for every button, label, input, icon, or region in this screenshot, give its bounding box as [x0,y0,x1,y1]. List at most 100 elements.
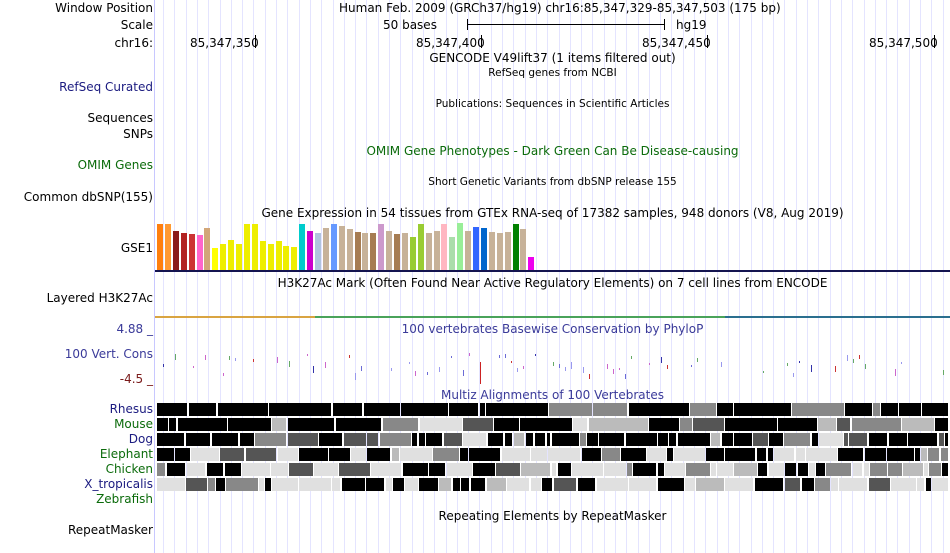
conservation-mark [799,361,800,363]
grid-line [875,0,876,553]
alignment-block [604,463,626,476]
gtex-tissue-bar[interactable] [434,231,440,270]
gtex-tissue-bar[interactable] [378,224,384,270]
gtex-tissue-bar[interactable] [236,244,242,270]
gtex-tissue-bar[interactable] [283,246,289,270]
alignment-block [597,478,628,491]
gtex-tissue-bar[interactable] [339,226,345,270]
conservation-mark [565,367,566,371]
gtex-tissue-bar[interactable] [505,232,511,270]
gtex-tissue-bar[interactable] [457,223,463,270]
gtex-tissue-bar[interactable] [362,233,368,270]
alignment-block [696,478,724,491]
multiz-species-label[interactable]: Mouse [114,417,153,431]
sequences-track-label[interactable]: Sequences [87,111,153,125]
conservation-mark [535,354,536,356]
gtex-tissue-bar[interactable] [473,227,479,270]
omim-track-title[interactable]: OMIM Gene Phenotypes - Dark Green Can Be… [366,144,739,158]
gtex-tissue-bar[interactable] [157,224,163,270]
gtex-tissue-bar[interactable] [189,234,195,270]
gtex-tissue-bar[interactable] [402,233,408,270]
gtex-tissue-bar[interactable] [441,224,447,270]
conservation-mark [697,358,698,362]
gtex-tissue-bar[interactable] [212,248,218,270]
gtex-tissue-bar[interactable] [244,224,250,270]
gtex-tissue-bar[interactable] [220,244,226,270]
snps-track-label[interactable]: SNPs [123,127,153,141]
gtex-tissue-bar[interactable] [418,224,424,270]
multiz-species-label[interactable]: Dog [128,432,153,446]
multiz-species-label[interactable]: X_tropicalis [84,477,153,491]
gtex-tissue-bar[interactable] [307,231,313,270]
multiz-track-title[interactable]: Multiz Alignments of 100 Vertebrates [440,388,665,402]
gtex-tissue-bar[interactable] [465,231,471,270]
multiz-species-label[interactable]: Elephant [99,447,153,461]
gtex-tissue-bar[interactable] [197,235,203,270]
multiz-species-label[interactable]: Zebrafish [96,492,153,506]
gtex-tissue-bar[interactable] [513,224,519,270]
gtex-tissue-bar[interactable] [528,257,534,270]
alignment-block [552,433,579,446]
alignment-block [647,448,666,461]
conservation-mark [229,356,230,360]
dbsnp-track-label[interactable]: Common dbSNP(155) [23,190,153,204]
gencode-track-title[interactable]: GENCODE V49lift37 (1 items filtered out) [429,51,676,65]
conservation-track-title[interactable]: 100 vertebrates Basewise Conservation by… [401,322,704,336]
conservation-plot[interactable] [155,340,950,388]
gtex-tissue-bar[interactable] [181,233,187,270]
gtex-tissue-bar[interactable] [481,228,487,270]
alignment-block [271,463,288,476]
conservation-track-label[interactable]: 100 Vert. Cons [64,347,153,361]
gtex-tissue-bar[interactable] [410,237,416,270]
h3k27ac-track-title[interactable]: H3K27Ac Mark (Often Found Near Active Re… [277,276,828,290]
gtex-tissue-bar[interactable] [331,224,337,270]
grid-line [321,0,322,553]
gtex-tissue-bar[interactable] [394,234,400,270]
alignment-block [178,418,227,431]
position-readout[interactable]: Human Feb. 2009 (GRCh37/hg19) chr16:85,3… [339,1,781,15]
repeatmasker-track-title[interactable]: Repeating Elements by RepeatMasker [438,509,667,523]
chrom-label: chr16: [114,36,153,50]
gtex-bar-chart[interactable] [157,222,537,270]
gtex-tissue-bar[interactable] [268,244,274,270]
gtex-tissue-bar[interactable] [323,228,329,270]
ruler-tick-label: 85,347,500 [869,36,938,50]
gtex-tissue-bar[interactable] [204,228,210,270]
gtex-tissue-bar[interactable] [370,233,376,270]
alignment-block [809,463,815,476]
gtex-tissue-bar[interactable] [386,231,392,270]
gtex-tissue-bar[interactable] [165,224,171,270]
refseq-track-label[interactable]: RefSeq Curated [59,80,153,94]
gtex-tissue-bar[interactable] [315,233,321,270]
gtex-tissue-bar[interactable] [252,224,258,270]
ruler-tick-label: 85,347,350 [190,36,259,50]
conservation-mark [553,362,554,366]
gtex-track-title[interactable]: Gene Expression in 54 tissues from GTEx … [261,206,844,220]
gtex-tissue-bar[interactable] [299,224,305,270]
gtex-tissue-bar[interactable] [347,229,353,270]
gtex-tissue-bar[interactable] [497,233,503,270]
multiz-species-label[interactable]: Chicken [105,462,153,476]
alignment-block [769,433,783,446]
dbsnp-track-title[interactable]: Short Genetic Variants from dbSNP releas… [428,176,677,188]
conservation-mark [505,354,506,358]
omim-track-label[interactable]: OMIM Genes [77,158,153,172]
gtex-track-label[interactable]: GSE1 [120,241,153,255]
gtex-tissue-bar[interactable] [276,241,282,270]
gtex-tissue-bar[interactable] [489,232,495,270]
gtex-tissue-bar[interactable] [228,240,234,270]
alignment-block [520,418,572,431]
gtex-tissue-bar[interactable] [449,237,455,270]
refseq-track-title[interactable]: RefSeq genes from NCBI [488,67,617,79]
gtex-tissue-bar[interactable] [291,247,297,270]
gtex-tissue-bar[interactable] [426,233,432,270]
h3k27ac-track-label[interactable]: Layered H3K27Ac [46,291,153,305]
gtex-tissue-bar[interactable] [173,231,179,270]
gtex-tissue-bar[interactable] [520,229,526,270]
alignment-block [460,448,468,461]
publications-track-title[interactable]: Publications: Sequences in Scientific Ar… [435,98,670,110]
gtex-tissue-bar[interactable] [260,241,266,270]
multiz-species-label[interactable]: Rhesus [109,402,153,416]
repeatmasker-track-label[interactable]: RepeatMasker [67,523,153,537]
gtex-tissue-bar[interactable] [355,232,361,270]
